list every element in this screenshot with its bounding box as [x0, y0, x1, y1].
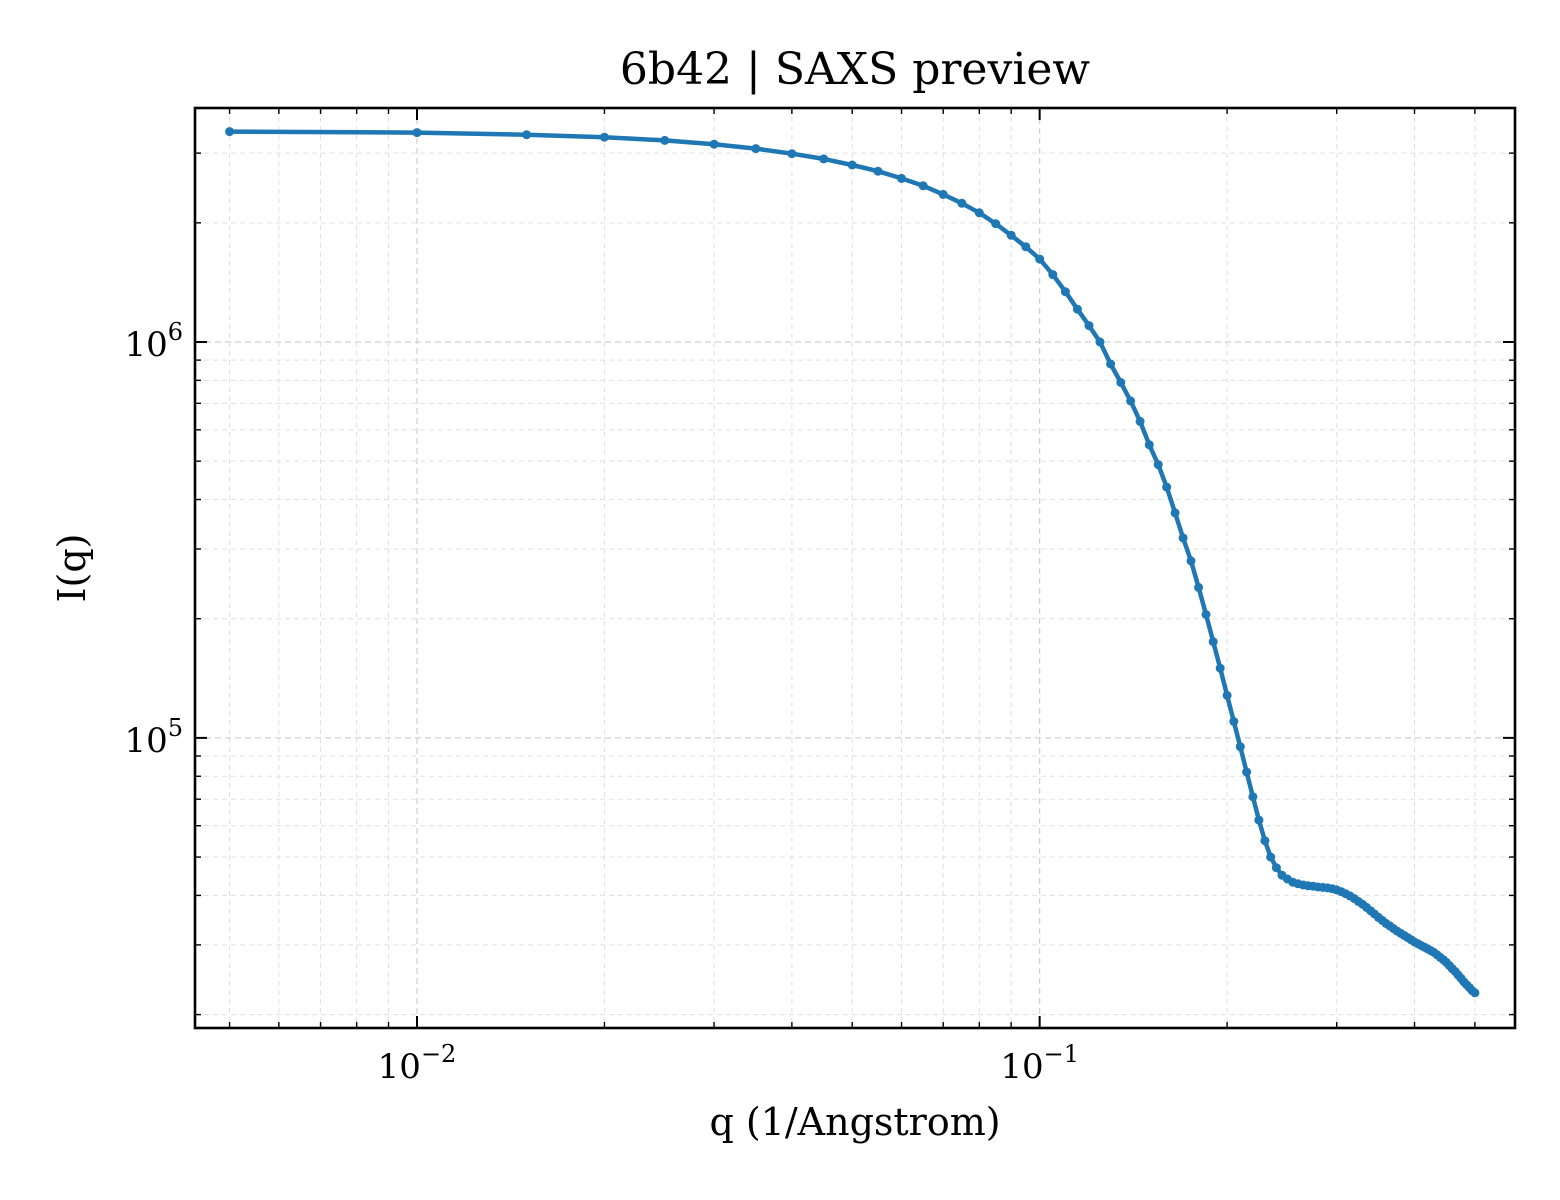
data-point — [1186, 556, 1196, 566]
y-tick-label: 106 — [124, 318, 183, 365]
data-point — [1208, 637, 1218, 647]
data-point — [991, 219, 1001, 229]
data-point — [1235, 742, 1245, 752]
chart-title: 6b42 | SAXS preview — [620, 44, 1091, 95]
data-point — [1248, 792, 1258, 802]
data-point — [1035, 254, 1045, 264]
data-point — [1242, 767, 1252, 777]
data-point — [1126, 396, 1136, 406]
data-point — [660, 135, 670, 145]
data-series — [225, 127, 1480, 998]
data-point — [1084, 321, 1094, 331]
data-point — [1106, 359, 1116, 369]
data-point — [751, 144, 761, 154]
data-point — [1095, 337, 1105, 347]
data-point — [873, 166, 883, 176]
data-point — [1116, 378, 1126, 387]
data-point — [1201, 610, 1211, 619]
data-point — [1006, 230, 1016, 240]
data-point — [1135, 416, 1145, 426]
y-tick-label: 105 — [124, 714, 183, 761]
data-point — [1470, 988, 1480, 998]
data-point — [1144, 440, 1154, 450]
data-point — [787, 149, 797, 159]
data-point — [1271, 863, 1281, 873]
data-point — [1194, 582, 1204, 592]
data-point — [819, 154, 829, 164]
data-point — [1162, 482, 1172, 492]
data-point — [1170, 508, 1180, 518]
data-point — [225, 127, 235, 137]
data-point — [847, 160, 857, 170]
data-point — [522, 130, 532, 140]
data-point — [1021, 242, 1031, 252]
tick-labels: 10−2 10−1 105 106 — [124, 318, 1079, 1087]
x-tick-label: 10−1 — [1000, 1040, 1079, 1087]
data-point — [599, 132, 609, 142]
x-axis-label: q (1/Angstrom) — [709, 1100, 1000, 1144]
data-point — [897, 173, 906, 183]
data-point — [1266, 852, 1276, 862]
data-point — [1260, 836, 1270, 846]
data-point — [1178, 533, 1188, 543]
y-axis-label: I(q) — [50, 534, 94, 603]
data-point — [1153, 460, 1163, 470]
data-point — [1222, 690, 1232, 700]
data-point — [1215, 663, 1225, 673]
data-point — [1072, 304, 1082, 314]
data-point — [1229, 717, 1239, 726]
data-point — [1048, 270, 1058, 280]
x-tick-label: 10−2 — [378, 1040, 457, 1087]
data-point — [412, 128, 422, 138]
data-point — [709, 139, 719, 149]
data-point — [1060, 287, 1070, 297]
data-point — [918, 181, 928, 191]
plot-frame — [193, 106, 1517, 1030]
data-point — [957, 198, 967, 208]
data-point — [938, 189, 948, 199]
data-point — [974, 208, 984, 218]
data-point — [1254, 815, 1264, 825]
